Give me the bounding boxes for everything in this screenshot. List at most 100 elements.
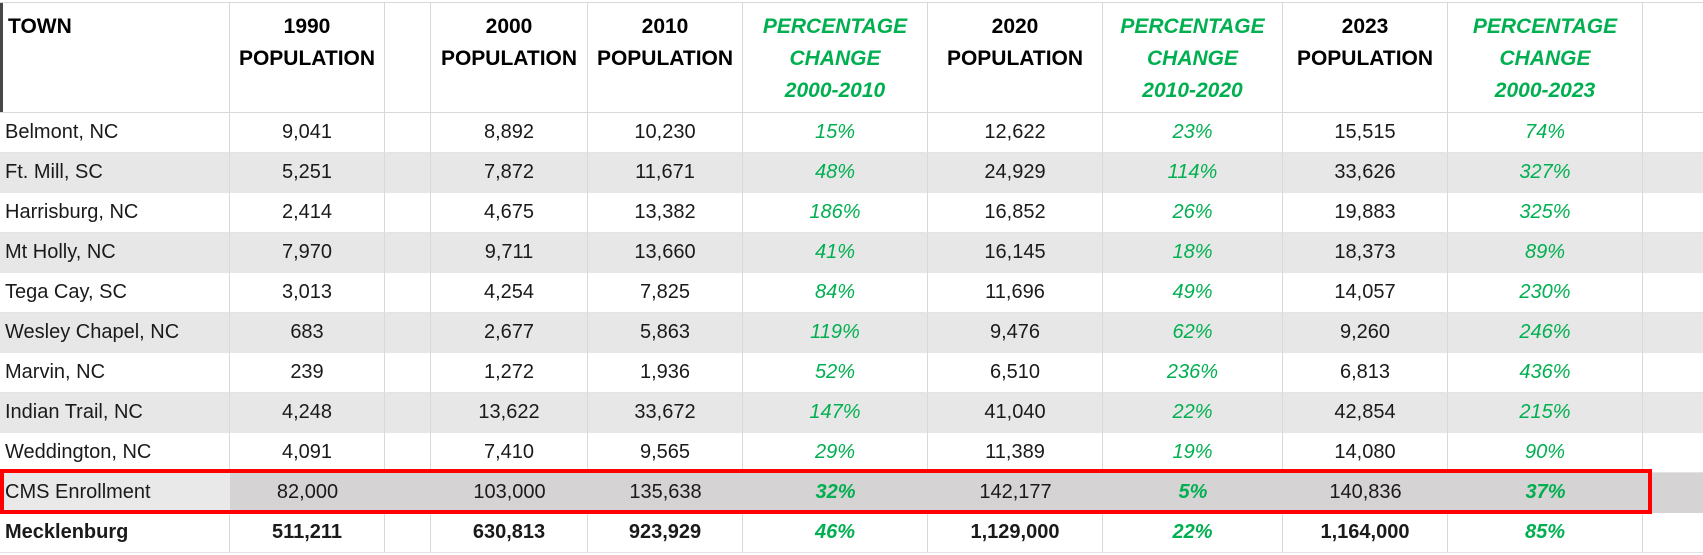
population-2010-cell[interactable]: 135,638 <box>588 473 743 513</box>
population-2020-cell[interactable]: 6,510 <box>928 353 1103 392</box>
population-2020-cell[interactable]: 24,929 <box>928 153 1103 193</box>
population-2010-cell[interactable]: 11,671 <box>588 153 743 193</box>
spacer-cell[interactable] <box>385 193 431 232</box>
pct-change-2010-2020-cell[interactable]: 5% <box>1103 473 1283 513</box>
population-2020-cell[interactable]: 16,852 <box>928 193 1103 232</box>
population-2023-cell[interactable]: 19,883 <box>1283 193 1448 232</box>
population-2020-cell[interactable]: 11,389 <box>928 433 1103 472</box>
spacer-cell[interactable] <box>385 473 431 513</box>
population-2023-cell[interactable]: 14,080 <box>1283 433 1448 472</box>
pct-change-2000-2010-cell[interactable]: 32% <box>743 473 928 513</box>
pct-change-2010-2020-cell[interactable]: 23% <box>1103 113 1283 152</box>
population-2000-cell[interactable]: 2,677 <box>431 313 588 353</box>
population-2000-cell[interactable]: 1,272 <box>431 353 588 392</box>
pct-change-2000-2010-cell[interactable]: 46% <box>743 513 928 552</box>
pct-change-2000-2023-cell[interactable]: 325% <box>1448 193 1643 232</box>
population-2010-cell[interactable]: 13,382 <box>588 193 743 232</box>
pct-change-2000-2010-cell[interactable]: 186% <box>743 193 928 232</box>
population-1990-cell[interactable]: 82,000 <box>230 473 385 513</box>
pct-change-2000-2010-cell[interactable]: 119% <box>743 313 928 353</box>
pct-change-2000-2010-cell[interactable]: 48% <box>743 153 928 193</box>
population-2010-cell[interactable]: 9,565 <box>588 433 743 472</box>
column-header-percentage-change-2000-2010[interactable]: PERCENTAGE CHANGE 2000-2010 <box>743 3 928 112</box>
town-cell[interactable]: CMS Enrollment <box>0 473 230 513</box>
town-cell[interactable]: Belmont, NC <box>0 113 230 152</box>
population-1990-cell[interactable]: 511,211 <box>230 513 385 552</box>
population-1990-cell[interactable]: 4,091 <box>230 433 385 472</box>
town-cell[interactable]: Marvin, NC <box>0 353 230 392</box>
pct-change-2010-2020-cell[interactable]: 22% <box>1103 393 1283 433</box>
town-cell[interactable]: Weddington, NC <box>0 433 230 472</box>
town-cell[interactable]: Mecklenburg <box>0 513 230 552</box>
spacer-cell[interactable] <box>385 153 431 193</box>
population-1990-cell[interactable]: 2,414 <box>230 193 385 232</box>
population-2020-cell[interactable]: 9,476 <box>928 313 1103 353</box>
spacer-cell[interactable] <box>385 313 431 353</box>
population-2000-cell[interactable]: 13,622 <box>431 393 588 433</box>
pct-change-2000-2010-cell[interactable]: 84% <box>743 273 928 312</box>
population-2010-cell[interactable]: 13,660 <box>588 233 743 273</box>
spacer-cell[interactable] <box>385 353 431 392</box>
population-2010-cell[interactable]: 1,936 <box>588 353 743 392</box>
spacer-cell[interactable] <box>385 233 431 273</box>
population-2020-cell[interactable]: 16,145 <box>928 233 1103 273</box>
population-1990-cell[interactable]: 239 <box>230 353 385 392</box>
pct-change-2000-2010-cell[interactable]: 15% <box>743 113 928 152</box>
pct-change-2010-2020-cell[interactable]: 114% <box>1103 153 1283 193</box>
population-2010-cell[interactable]: 10,230 <box>588 113 743 152</box>
pct-change-2000-2010-cell[interactable]: 147% <box>743 393 928 433</box>
population-2000-cell[interactable]: 8,892 <box>431 113 588 152</box>
population-2020-cell[interactable]: 41,040 <box>928 393 1103 433</box>
column-header-2000-population[interactable]: 2000 POPULATION <box>431 3 588 112</box>
spacer-cell[interactable] <box>385 273 431 312</box>
column-header-percentage-change-2010-2020[interactable]: PERCENTAGE CHANGE 2010-2020 <box>1103 3 1283 112</box>
pct-change-2000-2023-cell[interactable]: 436% <box>1448 353 1643 392</box>
population-2000-cell[interactable]: 7,410 <box>431 433 588 472</box>
population-2023-cell[interactable]: 15,515 <box>1283 113 1448 152</box>
population-2023-cell[interactable]: 18,373 <box>1283 233 1448 273</box>
pct-change-2000-2023-cell[interactable]: 37% <box>1448 473 1643 513</box>
population-2020-cell[interactable]: 1,129,000 <box>928 513 1103 552</box>
population-2023-cell[interactable]: 1,164,000 <box>1283 513 1448 552</box>
town-cell[interactable]: Indian Trail, NC <box>0 393 230 433</box>
population-2010-cell[interactable]: 923,929 <box>588 513 743 552</box>
population-2010-cell[interactable]: 7,825 <box>588 273 743 312</box>
pct-change-2000-2023-cell[interactable]: 215% <box>1448 393 1643 433</box>
spacer-cell[interactable] <box>385 113 431 152</box>
spacer-cell[interactable] <box>385 393 431 433</box>
pct-change-2000-2023-cell[interactable]: 74% <box>1448 113 1643 152</box>
pct-change-2000-2010-cell[interactable]: 29% <box>743 433 928 472</box>
pct-change-2010-2020-cell[interactable]: 62% <box>1103 313 1283 353</box>
town-cell[interactable]: Wesley Chapel, NC <box>0 313 230 353</box>
population-2010-cell[interactable]: 33,672 <box>588 393 743 433</box>
population-1990-cell[interactable]: 9,041 <box>230 113 385 152</box>
population-2000-cell[interactable]: 7,872 <box>431 153 588 193</box>
population-1990-cell[interactable]: 3,013 <box>230 273 385 312</box>
town-cell[interactable]: Tega Cay, SC <box>0 273 230 312</box>
population-2000-cell[interactable]: 630,813 <box>431 513 588 552</box>
population-2020-cell[interactable]: 11,696 <box>928 273 1103 312</box>
pct-change-2010-2020-cell[interactable]: 26% <box>1103 193 1283 232</box>
population-1990-cell[interactable]: 5,251 <box>230 153 385 193</box>
pct-change-2010-2020-cell[interactable]: 236% <box>1103 353 1283 392</box>
population-2000-cell[interactable]: 103,000 <box>431 473 588 513</box>
pct-change-2010-2020-cell[interactable]: 18% <box>1103 233 1283 273</box>
pct-change-2000-2023-cell[interactable]: 327% <box>1448 153 1643 193</box>
column-header-town[interactable]: TOWN <box>0 3 230 112</box>
population-1990-cell[interactable]: 683 <box>230 313 385 353</box>
pct-change-2000-2023-cell[interactable]: 90% <box>1448 433 1643 472</box>
spacer-cell[interactable] <box>385 433 431 472</box>
pct-change-2000-2010-cell[interactable]: 52% <box>743 353 928 392</box>
column-header-spacer[interactable] <box>385 3 431 112</box>
pct-change-2010-2020-cell[interactable]: 19% <box>1103 433 1283 472</box>
population-2023-cell[interactable]: 33,626 <box>1283 153 1448 193</box>
population-2000-cell[interactable]: 9,711 <box>431 233 588 273</box>
town-cell[interactable]: Mt Holly, NC <box>0 233 230 273</box>
pct-change-2000-2010-cell[interactable]: 41% <box>743 233 928 273</box>
population-2000-cell[interactable]: 4,675 <box>431 193 588 232</box>
column-header-percentage-change-2000-2023[interactable]: PERCENTAGE CHANGE 2000-2023 <box>1448 3 1643 112</box>
pct-change-2000-2023-cell[interactable]: 230% <box>1448 273 1643 312</box>
column-header-1990-population[interactable]: 1990 POPULATION <box>230 3 385 112</box>
pct-change-2000-2023-cell[interactable]: 89% <box>1448 233 1643 273</box>
spacer-cell[interactable] <box>385 513 431 552</box>
